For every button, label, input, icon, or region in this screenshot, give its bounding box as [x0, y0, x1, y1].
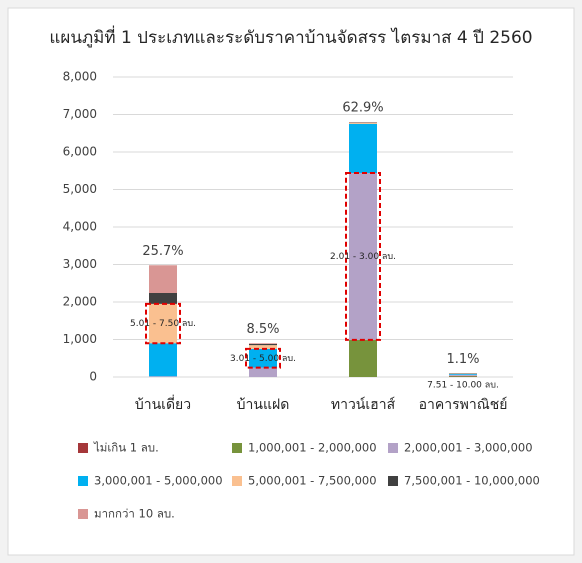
- bar-segment: [249, 348, 277, 368]
- legend-label: 2,000,001 - 3,000,000: [404, 441, 533, 455]
- legend-label: 5,000,001 - 7,500,000: [248, 474, 377, 488]
- highlight-box: [145, 302, 181, 345]
- bar-segment: [149, 265, 177, 293]
- x-tick-label: อาคารพาณิชย์: [419, 396, 508, 413]
- legend-label: ไม่เกิน 1 ลบ.: [93, 441, 159, 455]
- legend-swatch: [78, 509, 88, 519]
- bar-segment: [449, 375, 477, 377]
- highlight-label: 7.51 - 10.00 ลบ.: [427, 381, 499, 391]
- legend-label: 1,000,001 - 2,000,000: [248, 441, 377, 455]
- x-tick-label: ทาวน์เฮาส์: [331, 396, 396, 413]
- legend-swatch: [78, 476, 88, 486]
- legend-label: 3,000,001 - 5,000,000: [94, 474, 223, 488]
- bar-segment: [449, 374, 477, 375]
- chart-title: แผนภูมิที่ 1 ประเภทและระดับราคาบ้านจัดสร…: [49, 25, 532, 48]
- legend-swatch: [232, 443, 242, 453]
- bar-segment: [349, 122, 377, 124]
- share-label: 25.7%: [142, 244, 183, 259]
- y-tick-label: 5,000: [63, 182, 97, 196]
- y-tick-label: 3,000: [63, 257, 97, 271]
- highlight-box: [245, 347, 281, 369]
- bar-segment: [249, 367, 277, 377]
- highlight-label: 3.01 - 5.00 ลบ.: [230, 354, 296, 364]
- legend-swatch: [232, 476, 242, 486]
- share-label: 8.5%: [246, 322, 279, 337]
- legend-label: มากกว่า 10 ลบ.: [94, 507, 175, 521]
- bar-segment: [249, 344, 277, 346]
- y-tick-label: 2,000: [63, 295, 97, 309]
- bar-segment: [249, 345, 277, 349]
- y-tick-label: 6,000: [63, 145, 97, 159]
- highlight-box: [345, 172, 381, 341]
- bar-segment: [149, 303, 177, 344]
- bar-segment: [349, 123, 377, 173]
- highlight-label: 5.01 - 7.50 ลบ.: [130, 319, 196, 329]
- share-label: 62.9%: [342, 101, 383, 116]
- legend-label: 7,500,001 - 10,000,000: [404, 474, 540, 488]
- x-tick-label: บ้านเดี่ยว: [135, 395, 191, 413]
- bar-segment: [149, 376, 177, 377]
- y-tick-label: 4,000: [63, 220, 97, 234]
- chart-card: [7, 7, 575, 556]
- bar-segment: [449, 374, 477, 376]
- share-label: 1.1%: [446, 352, 479, 367]
- bar-segment: [149, 293, 177, 304]
- legend-swatch: [78, 443, 88, 453]
- legend-swatch: [388, 476, 398, 486]
- bar-segment: [349, 339, 377, 377]
- bar-segment: [249, 343, 277, 344]
- y-tick-label: 7,000: [63, 107, 97, 121]
- y-tick-label: 8,000: [63, 70, 97, 84]
- y-tick-label: 0: [89, 370, 97, 384]
- legend-swatch: [388, 443, 398, 453]
- y-tick-label: 1,000: [63, 332, 97, 346]
- bar-segment: [349, 173, 377, 340]
- highlight-label: 2.01 - 3.00 ลบ.: [330, 252, 396, 262]
- bar-segment: [149, 343, 177, 377]
- x-tick-label: บ้านแฝด: [237, 397, 290, 413]
